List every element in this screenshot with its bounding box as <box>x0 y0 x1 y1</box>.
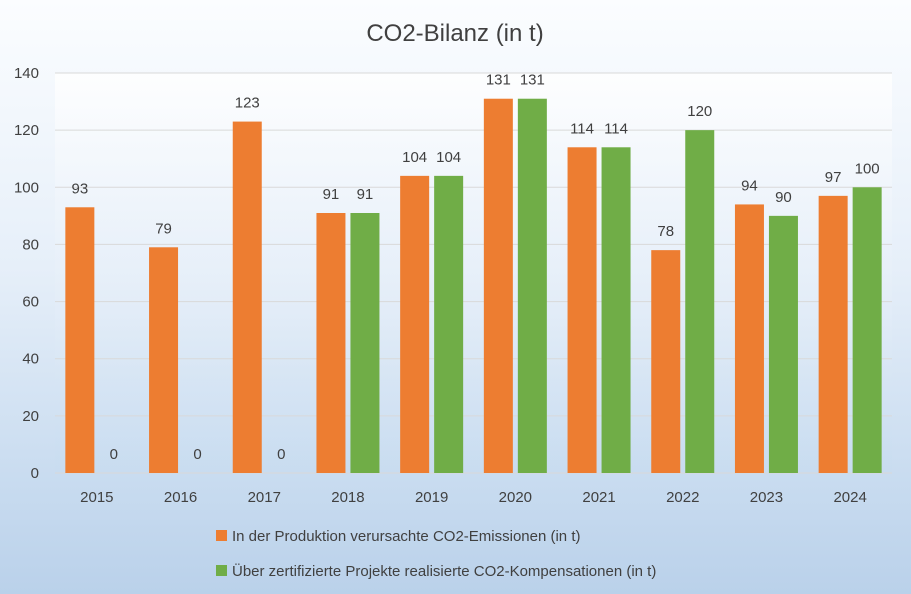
data-label: 123 <box>235 95 260 112</box>
data-label: 0 <box>110 446 118 463</box>
data-labels: 93 0 79 0 123 0 91 91 104 104 131 131 114 114 78 120 94 9… <box>72 72 880 463</box>
data-label: 104 <box>436 149 461 166</box>
bar-emissionen-2024 <box>818 195 848 473</box>
legend-swatch <box>216 530 227 541</box>
bar-emissionen-2017 <box>232 121 262 474</box>
y-tick-label: 140 <box>14 65 39 82</box>
data-label: 94 <box>741 177 758 194</box>
data-label: 114 <box>570 120 594 137</box>
data-label: 120 <box>687 103 712 120</box>
data-label: 114 <box>604 120 628 137</box>
x-tick-label: 2016 <box>164 489 197 506</box>
x-tick-label: 2018 <box>331 489 364 506</box>
data-label: 131 <box>486 72 511 89</box>
bar-kompensationen-2023 <box>768 215 798 473</box>
bar-emissionen-2016 <box>149 247 179 473</box>
y-tick-label: 20 <box>22 408 39 425</box>
y-tick-label: 0 <box>31 465 39 482</box>
x-tick-label: 2024 <box>833 489 866 506</box>
bar-emissionen-2019 <box>400 175 430 473</box>
data-label: 0 <box>277 446 285 463</box>
bar-emissionen-2021 <box>567 147 597 474</box>
gridlines <box>55 72 892 474</box>
data-label: 90 <box>775 189 792 206</box>
x-tick-label: 2020 <box>499 489 532 506</box>
legend-label: Über zertifizierte Projekte realisierte … <box>232 562 656 580</box>
chart-title: CO2-Bilanz (in t) <box>366 20 543 47</box>
data-label: 91 <box>357 186 374 203</box>
legend: In der Produktion verursachte CO2-Emissi… <box>216 528 656 580</box>
data-label: 93 <box>72 180 89 197</box>
data-label: 104 <box>402 149 427 166</box>
x-tick-label: 2021 <box>582 489 615 506</box>
x-tick-label: 2017 <box>248 489 281 506</box>
bar-emissionen-2022 <box>651 250 681 473</box>
x-axis: 2015 2016 2017 2018 2019 2020 2021 2022 2023 2024 <box>80 489 867 506</box>
bar-kompensationen-2021 <box>601 147 631 474</box>
y-tick-label: 80 <box>22 236 39 253</box>
y-tick-label: 120 <box>14 122 39 139</box>
data-label: 91 <box>323 186 340 203</box>
y-axis: 0 20 40 60 80 100 120 140 <box>14 65 39 482</box>
bar-kompensationen-2022 <box>685 130 715 473</box>
bar-kompensationen-2024 <box>852 187 882 474</box>
y-tick-label: 40 <box>22 351 39 368</box>
bar-kompensationen-2019 <box>434 175 464 473</box>
data-label: 0 <box>193 446 201 463</box>
bars <box>65 98 882 474</box>
data-label: 131 <box>520 72 545 89</box>
plot-area <box>55 73 892 473</box>
x-tick-label: 2022 <box>666 489 699 506</box>
y-tick-label: 100 <box>14 179 39 196</box>
legend-label: In der Produktion verursachte CO2-Emissi… <box>232 528 580 545</box>
data-label: 78 <box>657 223 674 240</box>
bar-emissionen-2015 <box>65 207 95 474</box>
data-label: 100 <box>855 160 880 177</box>
x-tick-label: 2015 <box>80 489 113 506</box>
x-tick-label: 2023 <box>750 489 783 506</box>
legend-swatch <box>216 565 227 576</box>
bar-emissionen-2018 <box>316 213 346 473</box>
bar-emissionen-2020 <box>483 98 513 473</box>
data-label: 79 <box>155 220 172 237</box>
y-tick-label: 60 <box>22 294 39 311</box>
data-label: 97 <box>825 169 842 186</box>
bar-kompensationen-2018 <box>350 213 380 473</box>
x-tick-label: 2019 <box>415 489 448 506</box>
bar-emissionen-2023 <box>734 204 764 473</box>
bar-kompensationen-2020 <box>517 98 547 473</box>
